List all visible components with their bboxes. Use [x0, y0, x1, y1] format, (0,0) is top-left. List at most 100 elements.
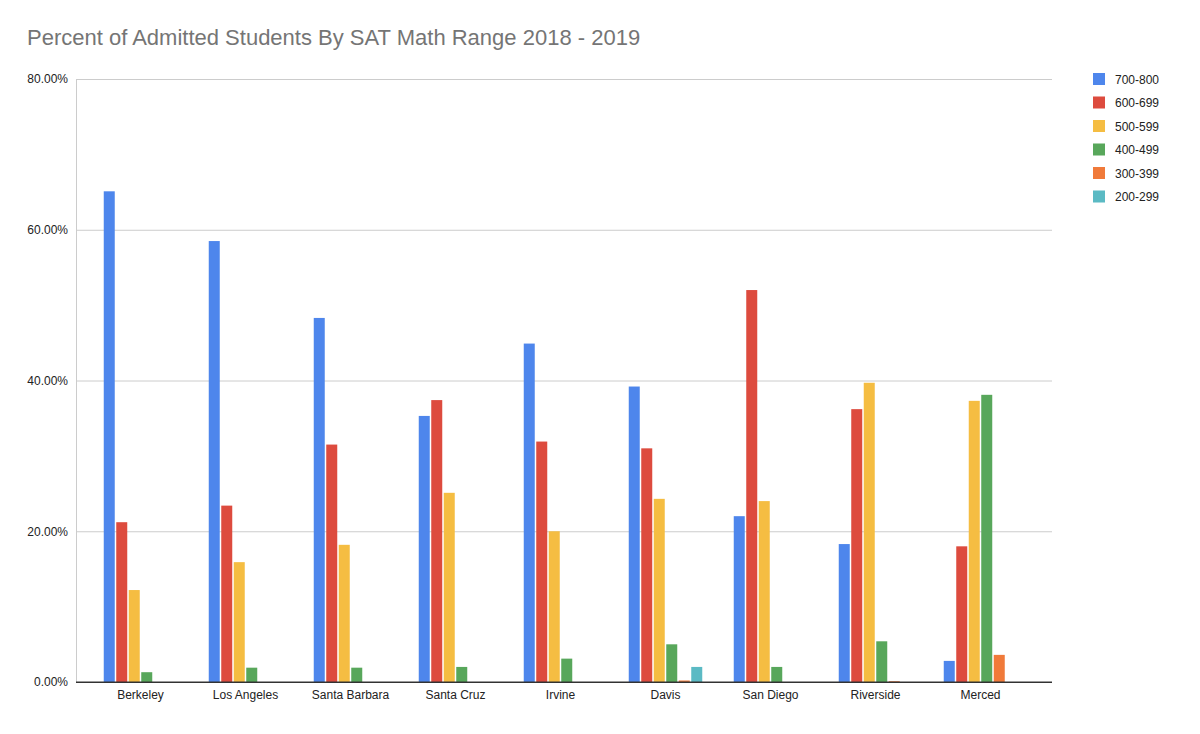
grid-line — [76, 79, 1052, 80]
x-tick: Riverside — [850, 682, 900, 702]
y-tick-label: 80.00% — [27, 72, 68, 86]
legend-swatch — [1093, 73, 1105, 85]
x-tick-label: Merced — [960, 688, 1000, 702]
bar-series — [116, 290, 967, 682]
x-tick-label: Riverside — [850, 688, 900, 702]
y-tick: 40.00% — [27, 374, 1052, 388]
grid-line — [76, 230, 1052, 231]
legend-label: 400-499 — [1115, 143, 1159, 157]
bar — [326, 445, 337, 682]
bar — [944, 661, 955, 682]
bar — [876, 641, 887, 682]
bar — [549, 531, 560, 682]
bar — [629, 387, 640, 682]
legend-label: 700-800 — [1115, 73, 1159, 87]
bar — [129, 590, 140, 682]
bar — [734, 516, 745, 682]
y-tick-label: 0.00% — [34, 675, 68, 689]
legend-label: 300-399 — [1115, 167, 1159, 181]
x-axis: Berkeley Los Angeles Santa Barbara Santa Cr… — [76, 682, 1052, 702]
legend-item: 300-399 — [1093, 167, 1159, 181]
y-tick: 80.00% — [27, 72, 1052, 86]
bar — [691, 667, 702, 682]
x-tick-label: Santa Barbara — [312, 688, 390, 702]
x-tick-label: Los Angeles — [213, 688, 278, 702]
legend-label: 600-699 — [1115, 96, 1159, 110]
grid-line — [76, 381, 1052, 382]
bar — [654, 499, 665, 682]
x-tick-label: Davis — [650, 688, 680, 702]
y-axis: 0.00% 20.00% 40.00% 60.00% 80.00% — [27, 72, 1052, 689]
x-tick: Davis — [650, 682, 680, 702]
legend-item: 500-599 — [1093, 120, 1159, 134]
bar — [444, 493, 455, 682]
bar — [431, 400, 442, 682]
bar-series — [104, 191, 955, 682]
x-tick-label: Irvine — [546, 688, 576, 702]
bars — [104, 191, 1005, 682]
bar — [419, 416, 430, 682]
bar — [209, 241, 220, 682]
bar — [351, 668, 362, 682]
bar — [116, 522, 127, 682]
bar — [141, 672, 152, 682]
bar — [994, 655, 1005, 682]
bar — [536, 442, 547, 682]
bar — [561, 659, 572, 682]
y-tick: 60.00% — [27, 223, 1052, 237]
chart-svg: Percent of Admitted Students By SAT Math… — [0, 0, 1200, 734]
bar — [969, 401, 980, 682]
bar — [524, 344, 535, 682]
bar — [104, 191, 115, 682]
chart-container: Percent of Admitted Students By SAT Math… — [0, 0, 1200, 734]
legend-swatch — [1093, 191, 1105, 203]
bar-series — [679, 655, 1005, 682]
bar — [981, 395, 992, 682]
x-tick-label: Santa Cruz — [425, 688, 485, 702]
bar-series — [691, 667, 702, 682]
bar — [234, 562, 245, 682]
background — [0, 0, 1200, 734]
bar — [314, 318, 325, 682]
legend-item: 400-499 — [1093, 143, 1159, 157]
x-tick: Merced — [960, 682, 1000, 702]
x-tick: Santa Cruz — [425, 682, 485, 702]
bar — [221, 506, 232, 682]
bar — [864, 383, 875, 682]
y-tick-label: 60.00% — [27, 223, 68, 237]
bar — [456, 667, 467, 682]
legend-item: 700-800 — [1093, 73, 1159, 87]
bar-series — [141, 395, 992, 682]
y-tick-label: 20.00% — [27, 525, 68, 539]
bar — [641, 448, 652, 682]
legend-label: 200-299 — [1115, 190, 1159, 204]
legend-swatch — [1093, 144, 1105, 156]
bar — [956, 546, 967, 682]
x-tick: Los Angeles — [213, 682, 278, 702]
bar — [771, 667, 782, 682]
y-tick-label: 40.00% — [27, 374, 68, 388]
x-tick: San Diego — [742, 682, 798, 702]
bar — [246, 668, 257, 682]
x-tick: Irvine — [546, 682, 576, 702]
bar — [666, 644, 677, 682]
legend-swatch — [1093, 167, 1105, 179]
x-tick: Berkeley — [117, 682, 164, 702]
bar — [759, 501, 770, 682]
x-axis-line — [76, 682, 1052, 683]
legend-swatch — [1093, 120, 1105, 132]
grid-line — [76, 682, 1052, 683]
chart-title: Percent of Admitted Students By SAT Math… — [27, 25, 640, 50]
bar — [839, 544, 850, 682]
bar-series — [129, 383, 980, 682]
legend-item: 600-699 — [1093, 96, 1159, 110]
x-tick-label: Berkeley — [117, 688, 164, 702]
legend-swatch — [1093, 97, 1105, 109]
legend-label: 500-599 — [1115, 120, 1159, 134]
bar — [746, 290, 757, 682]
x-tick: Santa Barbara — [312, 682, 390, 702]
bar — [339, 545, 350, 682]
legend-item: 200-299 — [1093, 190, 1159, 204]
bar — [851, 409, 862, 682]
legend: 700-800 600-699 500-599 400-499 300-399 200-2… — [1093, 73, 1159, 205]
